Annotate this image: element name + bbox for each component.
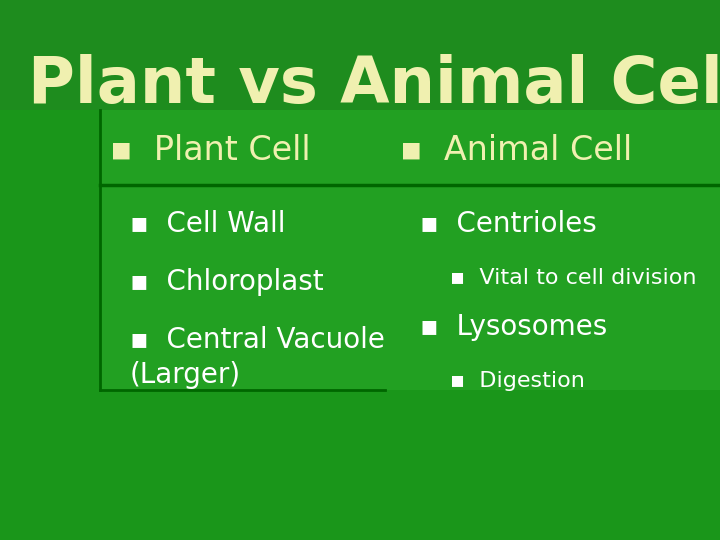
Text: ▪  Vital to cell division: ▪ Vital to cell division [450, 268, 696, 288]
Text: Plant vs Animal Cell: Plant vs Animal Cell [28, 54, 720, 116]
Text: ▪  Lysosomes: ▪ Lysosomes [420, 313, 607, 341]
Bar [0, 110, 100, 390]
Text: ▪  Chloroplast: ▪ Chloroplast [130, 268, 323, 296]
Text: ▪  Plant Cell: ▪ Plant Cell [110, 133, 310, 166]
Text: ▪  Digestion: ▪ Digestion [450, 371, 585, 391]
Bar [0, 390, 720, 540]
Bar [0, 110, 720, 390]
Text: ▪  Centrioles: ▪ Centrioles [420, 210, 597, 238]
Text: ▪  Central Vacuole
(Larger): ▪ Central Vacuole (Larger) [130, 326, 385, 389]
Text: ▪  Animal Cell: ▪ Animal Cell [400, 133, 632, 166]
Text: ▪  Cell Wall: ▪ Cell Wall [130, 210, 286, 238]
